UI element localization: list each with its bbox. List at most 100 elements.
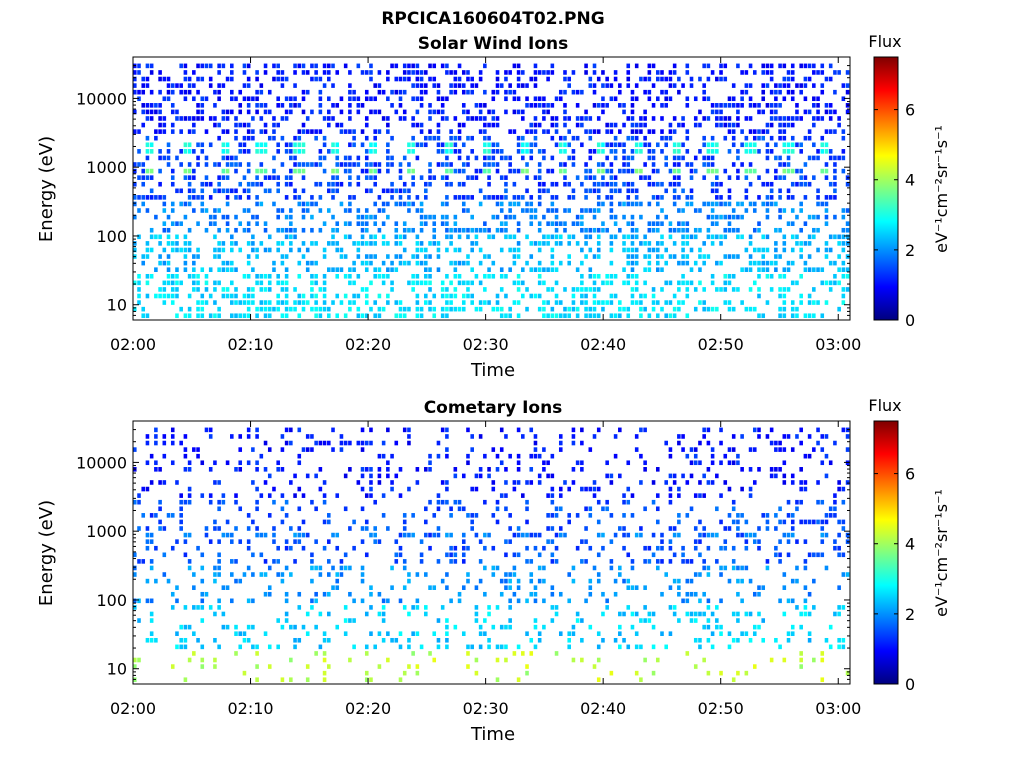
heatmap-cell [162,300,167,305]
heatmap-cell [677,287,681,292]
heatmap-cell [149,63,154,69]
heatmap-cell [187,460,192,466]
heatmap-cell [461,70,466,75]
heatmap-cell [592,83,597,88]
heatmap-cell [331,195,335,200]
colorbar-tick-label: 6 [905,101,915,120]
heatmap-cell [685,313,690,319]
heatmap-cell [702,241,706,246]
heatmap-cell [305,89,310,95]
heatmap-cell [310,565,314,571]
heatmap-cell [457,63,462,69]
heatmap-cell [812,122,816,128]
heatmap-cell [491,116,496,121]
heatmap-cell [478,168,483,174]
heatmap-cell [402,559,407,564]
colorbar-units: eV⁻¹cm⁻²sr⁻¹s⁻¹ [932,489,951,617]
heatmap-cell [533,135,538,141]
heatmap-cell [731,499,736,505]
heatmap-cell [634,280,639,286]
heatmap-cell [162,76,167,82]
heatmap-cell [255,175,259,180]
heatmap-cell [267,513,272,518]
heatmap-cell [655,657,660,663]
heatmap-cell [795,241,799,246]
heatmap-cell [596,486,601,492]
heatmap-cell [246,103,251,108]
heatmap-cell [795,234,799,240]
heatmap-cell [643,162,647,167]
heatmap-cell [618,227,622,233]
heatmap-cell [706,227,711,233]
heatmap-cell [499,306,504,312]
heatmap-cell [571,657,576,663]
heatmap-cell [575,513,580,518]
heatmap-cell [478,227,483,233]
heatmap-cell [529,637,534,643]
heatmap-cell [841,499,846,505]
heatmap-cell [238,89,243,95]
heatmap-cell [833,168,837,174]
heatmap-cell [499,273,504,279]
heatmap-cell [145,637,150,643]
heatmap-cell [386,467,390,472]
heatmap-cell [331,585,335,590]
heatmap-cell [145,247,150,253]
heatmap-cell [335,149,340,154]
heatmap-cell [162,260,167,266]
heatmap-cell [145,208,150,213]
heatmap-cell [719,440,723,446]
heatmap-cell [234,651,238,656]
heatmap-cell [630,247,635,253]
heatmap-cell [504,539,508,544]
heatmap-cell [221,247,226,253]
heatmap-cell [398,188,403,194]
heatmap-cell [179,188,183,194]
heatmap-cell [537,273,542,279]
heatmap-cell [723,227,728,233]
heatmap-cell [790,247,795,253]
heatmap-cell [289,181,293,187]
heatmap-cell [457,227,462,233]
heatmap-cell [706,545,711,551]
heatmap-cell [542,96,546,102]
heatmap-cell [677,208,681,213]
heatmap-cell [466,208,470,213]
heatmap-cell [571,306,576,312]
heatmap-cell [154,440,158,446]
heatmap-cell [289,677,293,683]
heatmap-cell [689,168,694,174]
heatmap-cell [702,559,706,564]
heatmap-cell [255,247,259,253]
heatmap-cell [622,109,626,115]
heatmap-cell [736,519,740,525]
heatmap-cell [660,116,664,121]
heatmap-cell [263,70,268,75]
heatmap-cell [170,300,175,305]
heatmap-cell [255,506,259,512]
heatmap-cell [289,155,293,161]
heatmap-cell [588,506,593,512]
heatmap-cell [584,208,588,213]
heatmap-cell [255,70,259,75]
heatmap-cell [516,142,521,148]
colorbar-tick-label: 0 [905,311,915,330]
heatmap-cell [533,70,538,75]
heatmap-cell [592,188,597,194]
heatmap-cell [664,280,668,286]
heatmap-cell [343,293,348,299]
heatmap-cell [263,63,268,69]
heatmap-cell [790,260,795,266]
heatmap-cell [318,103,323,108]
heatmap-cell [440,287,445,292]
heatmap-cell [774,227,778,233]
heatmap-cell [693,287,698,292]
heatmap-cell [386,96,390,102]
heatmap-cell [533,591,538,597]
heatmap-cell [812,657,816,663]
heatmap-cell [706,637,711,643]
heatmap-cell [580,293,584,299]
heatmap-cell [238,195,243,200]
heatmap-cell [213,208,217,213]
heatmap-cell [297,63,302,69]
